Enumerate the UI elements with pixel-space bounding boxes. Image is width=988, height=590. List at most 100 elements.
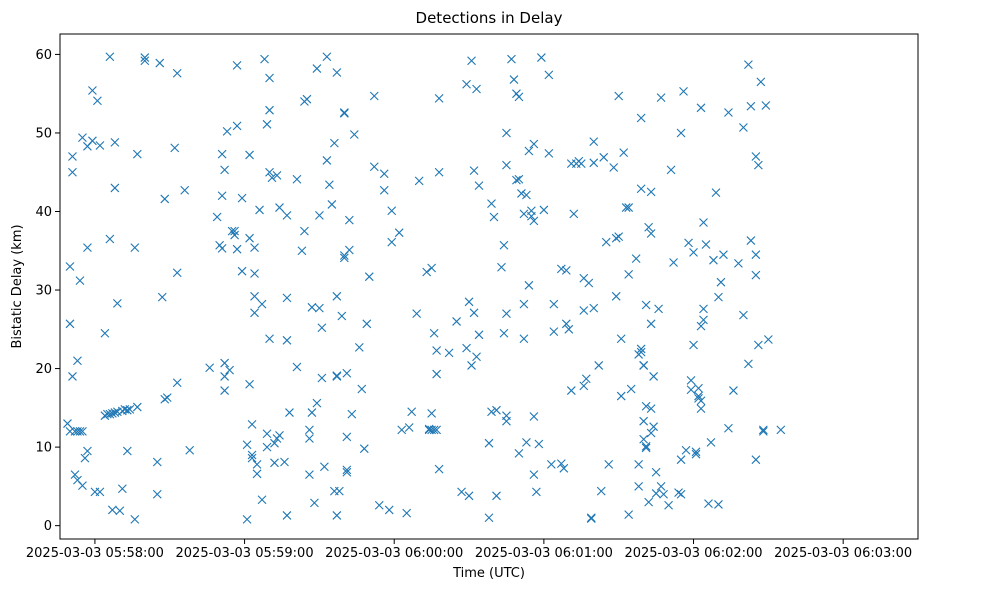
x-tick-label: 2025-03-03 06:02:00 xyxy=(624,546,762,561)
data-point xyxy=(564,324,574,334)
data-point xyxy=(686,375,696,385)
data-point xyxy=(282,293,292,303)
data-point xyxy=(596,486,606,496)
data-point xyxy=(75,276,85,285)
data-point xyxy=(457,487,466,497)
data-point xyxy=(753,340,763,350)
data-point xyxy=(339,108,349,118)
data-point xyxy=(636,113,646,123)
data-point xyxy=(317,373,327,383)
data-point xyxy=(527,206,536,216)
data-point xyxy=(344,245,354,255)
data-point xyxy=(245,150,254,160)
data-point xyxy=(514,449,524,458)
data-point xyxy=(724,423,733,433)
data-point xyxy=(432,346,442,355)
data-point xyxy=(242,440,252,450)
data-point xyxy=(307,302,317,312)
data-point xyxy=(539,205,549,215)
data-point xyxy=(646,187,656,197)
data-point xyxy=(616,334,626,344)
data-point xyxy=(719,250,728,260)
data-point xyxy=(122,405,132,415)
data-point xyxy=(379,185,389,195)
data-point xyxy=(556,264,566,274)
data-point xyxy=(257,299,267,309)
data-point xyxy=(619,148,629,157)
data-point xyxy=(559,463,569,473)
y-tick-label: 40 xyxy=(35,205,52,220)
data-point xyxy=(636,347,646,357)
data-point xyxy=(691,447,701,457)
data-point xyxy=(502,309,511,318)
data-point xyxy=(112,298,122,308)
data-point xyxy=(634,481,644,491)
data-point xyxy=(664,500,673,510)
data-point xyxy=(544,148,554,158)
data-point xyxy=(427,263,437,273)
x-axis: 2025-03-03 05:58:00 2025-03-03 05:59:00 20… xyxy=(26,539,912,561)
data-point xyxy=(344,215,354,225)
data-point xyxy=(569,209,579,219)
data-point xyxy=(599,152,609,162)
data-point xyxy=(334,486,344,496)
x-tick-label: 2025-03-03 06:01:00 xyxy=(475,546,613,561)
data-point xyxy=(270,458,279,468)
data-point xyxy=(581,374,591,384)
data-point xyxy=(512,175,521,185)
x-tick-label: 2025-03-03 06:00:00 xyxy=(325,546,463,561)
data-point xyxy=(232,244,242,254)
data-point xyxy=(404,423,414,432)
data-point xyxy=(714,292,723,302)
data-point xyxy=(594,361,604,370)
data-point xyxy=(639,416,649,426)
data-point xyxy=(484,438,494,448)
data-point xyxy=(78,427,87,436)
data-point xyxy=(529,139,539,149)
data-point xyxy=(746,236,756,245)
data-point xyxy=(132,402,142,412)
data-point xyxy=(315,211,324,220)
data-point xyxy=(300,226,309,236)
data-point xyxy=(714,500,723,509)
data-point xyxy=(342,432,352,442)
data-point xyxy=(641,441,651,451)
data-point xyxy=(347,409,357,419)
y-tick-label: 0 xyxy=(44,519,52,534)
data-point xyxy=(220,165,230,175)
data-point xyxy=(80,453,90,463)
data-point xyxy=(252,469,262,479)
data-point xyxy=(462,343,471,353)
data-point xyxy=(711,188,721,198)
data-point xyxy=(282,511,292,520)
data-point xyxy=(584,278,594,288)
data-point xyxy=(739,123,748,132)
data-point xyxy=(432,369,442,379)
data-point xyxy=(247,419,257,429)
data-point xyxy=(68,167,77,177)
data-point xyxy=(130,514,140,524)
data-point xyxy=(532,487,541,497)
data-point xyxy=(132,149,142,159)
data-point xyxy=(464,491,474,501)
data-point xyxy=(704,499,713,509)
data-point xyxy=(519,334,529,344)
data-point xyxy=(686,385,696,395)
data-point xyxy=(589,158,599,168)
data-point xyxy=(305,425,314,435)
data-point xyxy=(270,438,279,448)
data-point xyxy=(305,434,314,443)
data-point xyxy=(546,460,556,469)
data-point xyxy=(646,319,656,329)
data-point xyxy=(280,457,289,467)
data-point xyxy=(529,412,539,421)
data-point xyxy=(497,262,506,272)
data-point xyxy=(407,407,417,417)
data-point xyxy=(250,291,259,301)
data-point xyxy=(265,167,274,177)
data-point xyxy=(260,54,269,64)
data-point xyxy=(646,404,656,414)
data-point xyxy=(659,489,668,499)
data-point xyxy=(614,91,624,101)
